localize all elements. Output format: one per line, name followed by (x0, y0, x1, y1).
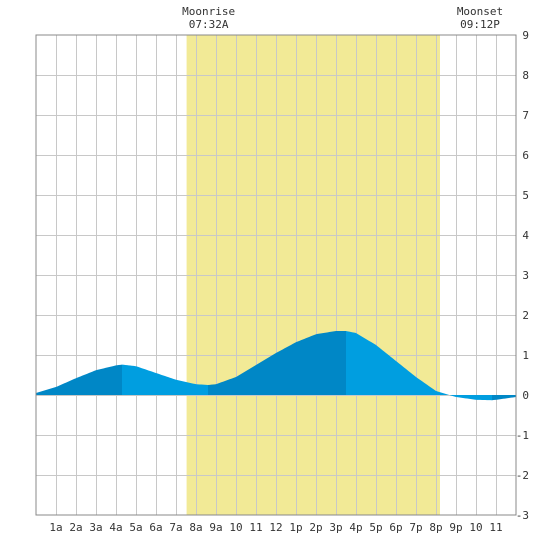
plot-frame (35, 34, 517, 516)
x-tick-label: 6p (389, 521, 402, 534)
y-tick-label: 5 (522, 189, 529, 202)
y-tick-label: 0 (522, 389, 529, 402)
y-tick-label: 7 (522, 109, 529, 122)
x-tick-label: 3p (329, 521, 342, 534)
x-tick-label: 2p (309, 521, 322, 534)
moonrise-label: Moonrise (182, 5, 235, 18)
moonrise-time: 07:32A (189, 18, 229, 31)
x-tick-label: 5a (129, 521, 142, 534)
y-tick-label: 4 (522, 229, 529, 242)
x-tick-label: 8p (429, 521, 442, 534)
x-tick-label: 9p (449, 521, 462, 534)
tide-segment (208, 331, 346, 395)
tide-segment (492, 395, 516, 401)
y-tick-label: 2 (522, 309, 529, 322)
x-tick-label: 8a (189, 521, 202, 534)
tide-area (36, 331, 516, 401)
x-tick-label: 5p (369, 521, 382, 534)
y-tick-label: -3 (516, 509, 529, 522)
x-tick-label: 1a (49, 521, 62, 534)
y-tick-label: 1 (522, 349, 529, 362)
moonset-time: 09:12P (460, 18, 500, 31)
x-tick-label: 2a (69, 521, 82, 534)
x-tick-label: 11 (489, 521, 502, 534)
x-tick-label: 3a (89, 521, 102, 534)
x-axis-ticks: 1a 2a 3a 4a 5a 6a 7a 8a 9a 10 11 12 1p 2p 3p 4p 5p 6p 7p 8p… (49, 521, 502, 534)
y-tick-label: -2 (516, 469, 529, 482)
y-axis-ticks: 9 8 7 6 5 4 3 2 1 0 -1 -2 -3 (516, 29, 530, 522)
x-tick-label: 12 (269, 521, 282, 534)
x-tick-label: 1p (289, 521, 302, 534)
y-tick-label: 3 (522, 269, 529, 282)
x-tick-label: 4a (109, 521, 122, 534)
y-tick-label: -1 (516, 429, 529, 442)
y-tick-label: 8 (522, 69, 529, 82)
x-tick-label: 11 (249, 521, 262, 534)
x-tick-label: 7p (409, 521, 422, 534)
tide-segment (122, 364, 208, 395)
x-tick-label: 7a (169, 521, 182, 534)
x-tick-label: 10 (469, 521, 482, 534)
tide-segment (36, 364, 122, 395)
x-tick-label: 4p (349, 521, 362, 534)
y-tick-label: 6 (522, 149, 529, 162)
x-tick-label: 9a (209, 521, 222, 534)
grid-lines (36, 35, 516, 515)
moonset-label: Moonset (457, 5, 503, 18)
x-tick-label: 10 (229, 521, 242, 534)
x-tick-label: 6a (149, 521, 162, 534)
y-tick-label: 9 (522, 29, 529, 42)
tide-segment (346, 331, 492, 401)
